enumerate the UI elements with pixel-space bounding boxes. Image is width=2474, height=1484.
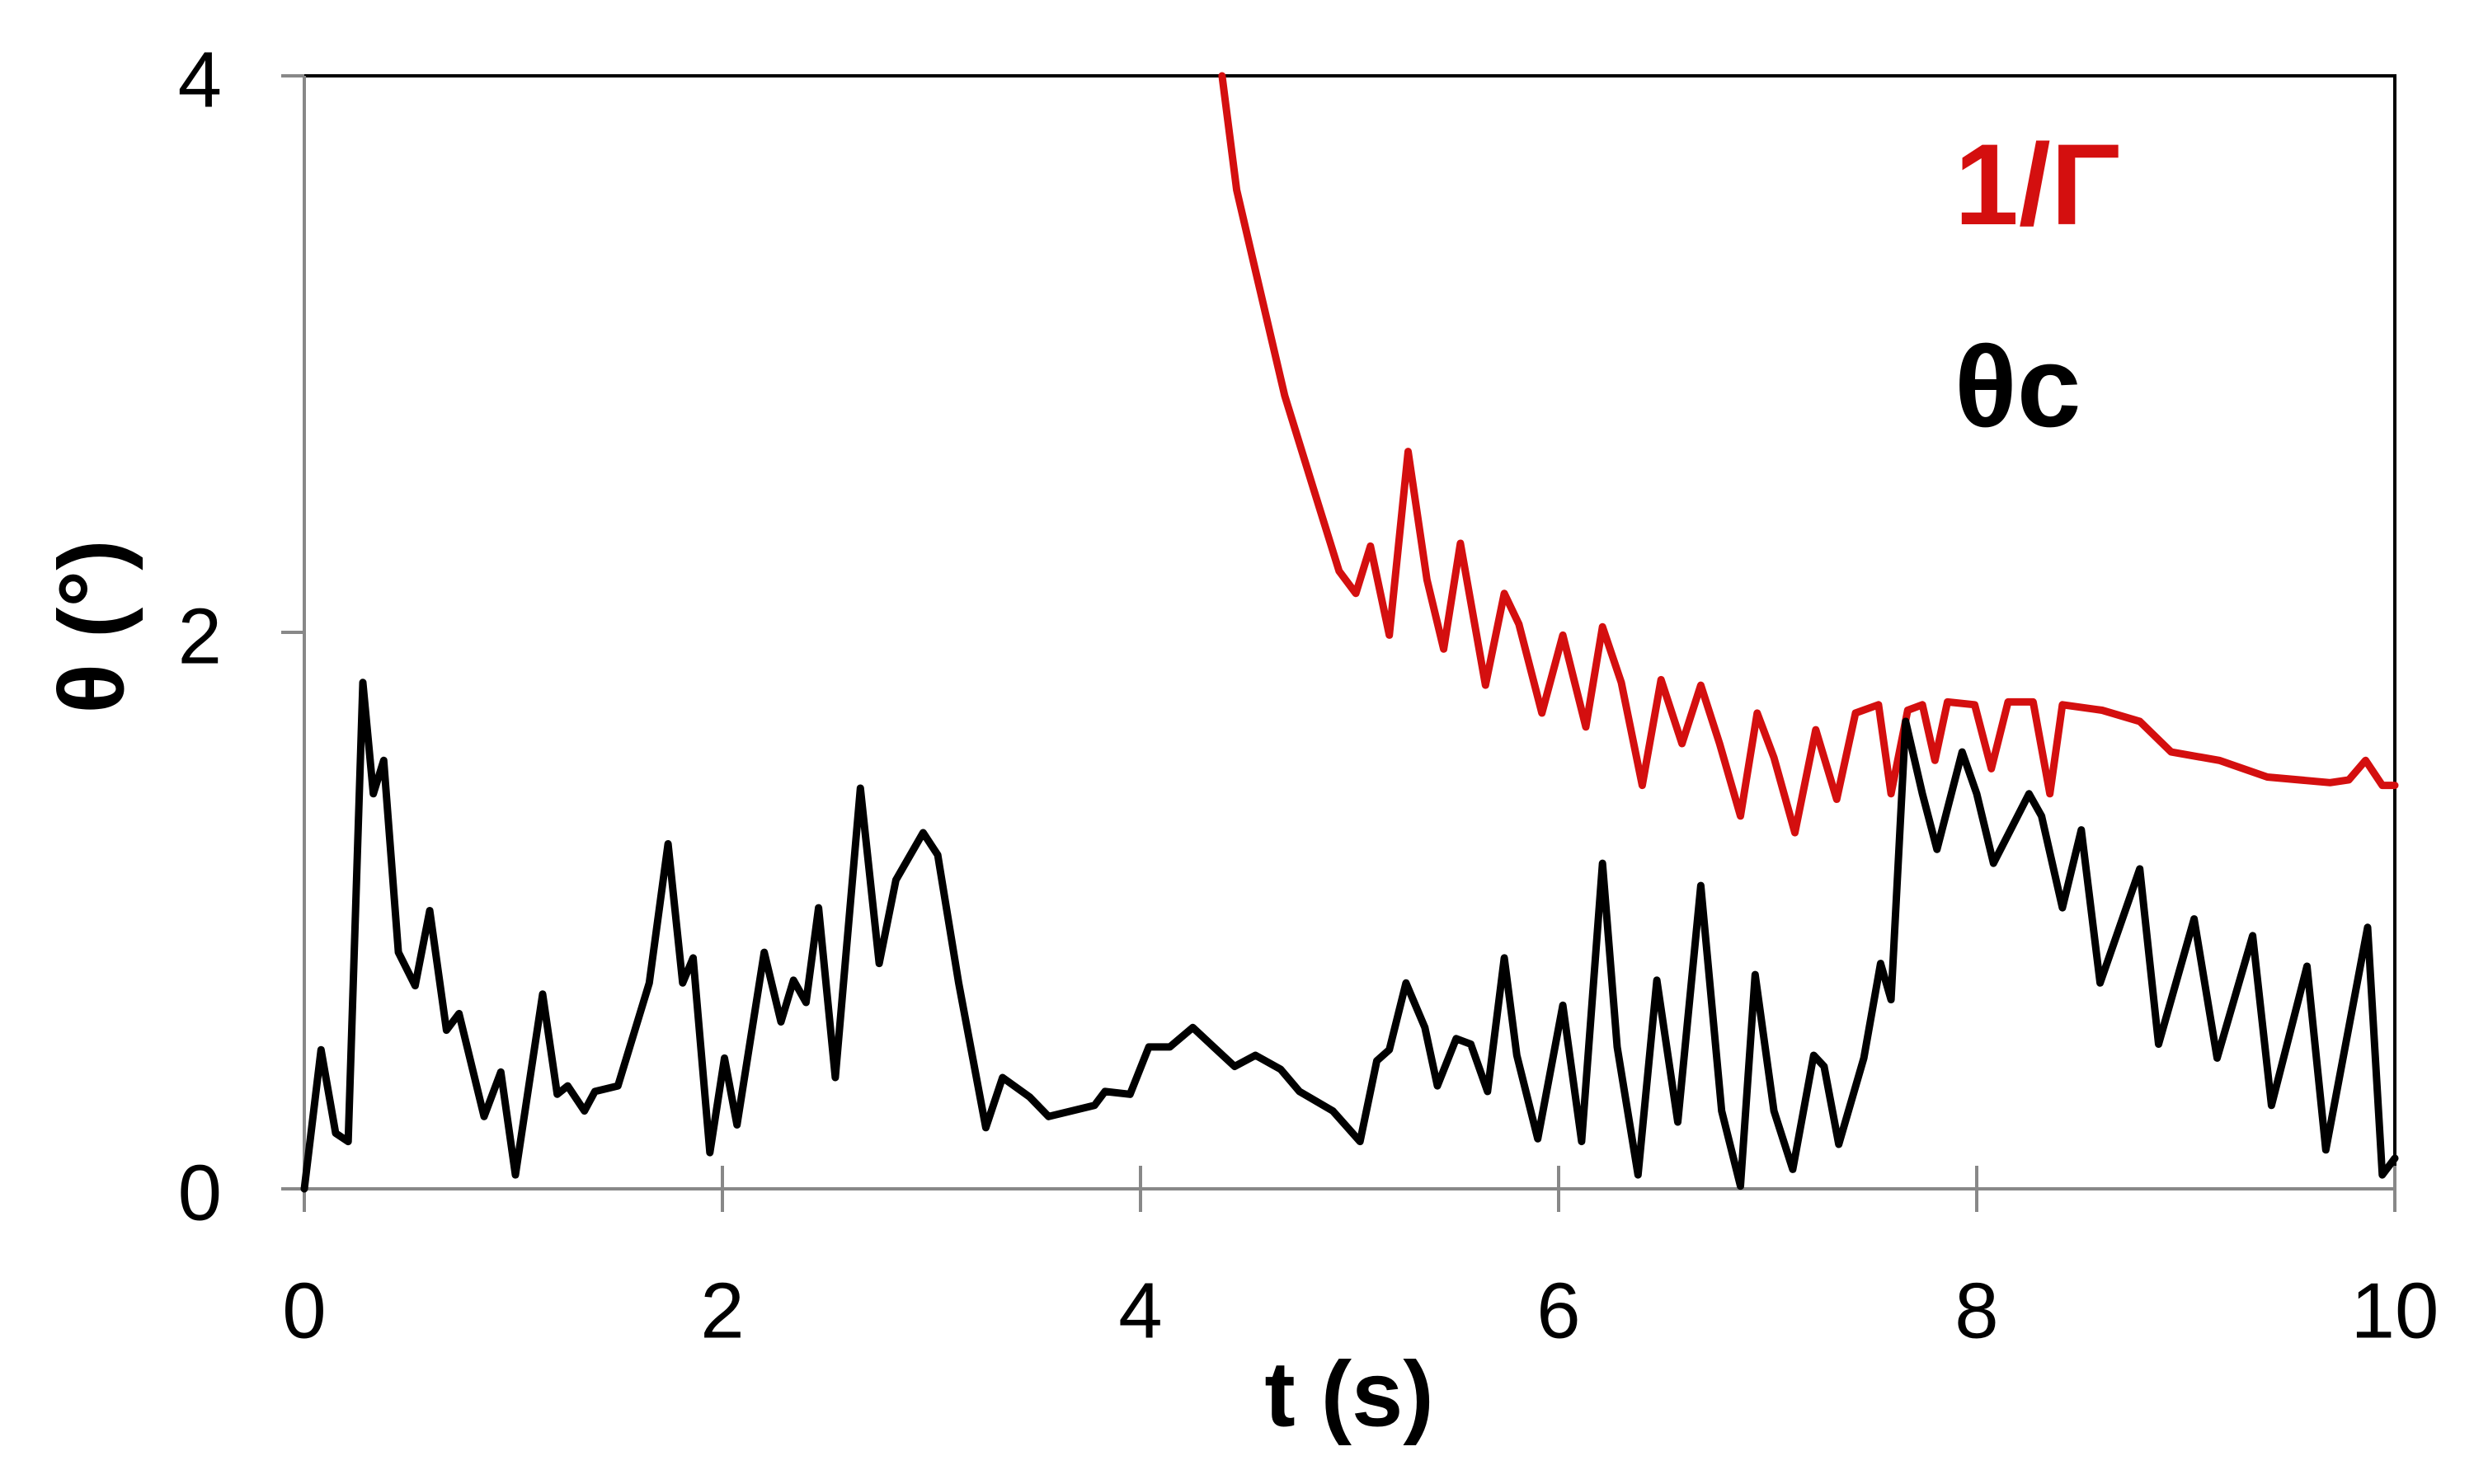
y-tick-label: 2 (178, 592, 222, 680)
y-tick-label: 0 (178, 1148, 222, 1237)
data-line (1218, 72, 2399, 837)
legend-label: θc (1954, 322, 2081, 451)
y-tick-label: 4 (178, 35, 222, 124)
x-tick-label: 4 (1118, 1266, 1162, 1355)
x-tick-label: 10 (2351, 1266, 2439, 1355)
x-tick-label: 0 (282, 1266, 326, 1355)
x-axis-label: t (s) (1264, 1343, 1433, 1446)
x-tick-label: 8 (1954, 1266, 1998, 1355)
y-axis-label: θ (°) (40, 539, 143, 713)
data-line (300, 679, 2399, 1193)
x-tick-label: 6 (1536, 1266, 1580, 1355)
legend-label: 1/Γ (1954, 120, 2120, 249)
x-tick-label: 2 (700, 1266, 744, 1355)
